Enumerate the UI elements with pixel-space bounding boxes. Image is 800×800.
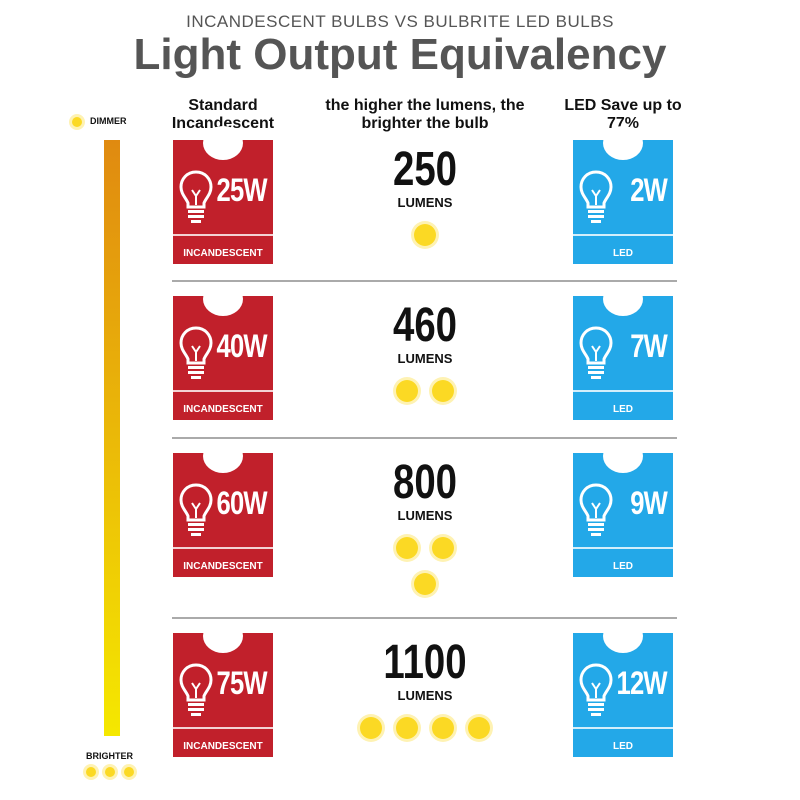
row-divider [172,617,677,619]
brightness-scale-bar [104,140,120,736]
sun-icon [124,767,134,777]
incandescent-wattage: 25W [216,172,268,208]
brighter-label: BRIGHTER [86,751,133,761]
led-label: LED [613,404,633,415]
incandescent-card: 40W INCANDESCENT [173,282,273,420]
led-label: LED [613,741,633,752]
bulb-icon [179,663,213,716]
sun-icon [360,717,382,739]
sun-icon [432,380,454,402]
incandescent-label: INCANDESCENT [183,561,263,572]
row-divider [172,437,677,439]
lumens-block: 250 LUMENS [340,145,510,246]
lumens-block: 460 LUMENS [340,301,510,402]
lumens-block: 1100 LUMENS [340,638,510,739]
incandescent-card: 60W INCANDESCENT [173,439,273,577]
led-wattage: 2W [630,172,668,208]
bulb-icon [179,170,213,223]
incandescent-wattage: 40W [216,328,268,364]
lumens-unit: LUMENS [397,688,453,703]
incandescent-wattage: 75W [216,665,268,701]
dimmer-label: DIMMER [72,116,127,127]
lumens-unit: LUMENS [397,508,453,523]
lumens-value: 250 [392,143,458,196]
dimmer-text: DIMMER [90,116,127,126]
sun-icon [414,573,436,595]
incandescent-label: INCANDESCENT [183,248,263,259]
incandescent-card: 25W INCANDESCENT [173,126,273,264]
lumens-unit: LUMENS [397,351,453,366]
sun-icon [432,717,454,739]
sun-icon [432,537,454,559]
lumens-value: 460 [392,299,458,352]
header-lumens: the higher the lumens, the brighter the … [325,97,525,132]
led-card: 12W LED [573,619,673,757]
lumens-value: 1100 [383,636,467,689]
brighter-suns [86,767,134,777]
led-card: 2W LED [573,126,673,264]
sun-icon [72,116,82,127]
row-divider [172,280,677,282]
led-wattage: 12W [616,665,668,701]
header-incandescent: Standard Incandescent [171,97,275,132]
incandescent-label: INCANDESCENT [183,741,263,752]
page-title: Light Output Equivalency [133,30,667,79]
bulb-icon [579,170,613,223]
lumens-unit: LUMENS [397,195,453,210]
sun-icon [86,767,96,777]
subtitle: INCANDESCENT BULBS VS BULBRITE LED BULBS [186,12,614,31]
incandescent-label: INCANDESCENT [183,404,263,415]
lumens-block: 800 LUMENS [340,458,510,595]
incandescent-card: 75W INCANDESCENT [173,619,273,757]
bulb-icon [579,483,613,536]
incandescent-wattage: 60W [216,485,268,521]
led-wattage: 9W [630,485,668,521]
bulb-icon [579,663,613,716]
sun-icon [396,537,418,559]
led-card: 7W LED [573,282,673,420]
sun-icon [396,380,418,402]
led-wattage: 7W [630,328,668,364]
led-label: LED [613,561,633,572]
sun-icon [105,767,115,777]
bulb-icon [579,326,613,379]
sun-icon [414,224,436,246]
led-card: 9W LED [573,439,673,577]
lumens-value: 800 [392,456,458,509]
sun-icon [396,717,418,739]
bulb-icon [179,483,213,536]
bulb-icon [179,326,213,379]
sun-icon [468,717,490,739]
led-label: LED [613,248,633,259]
